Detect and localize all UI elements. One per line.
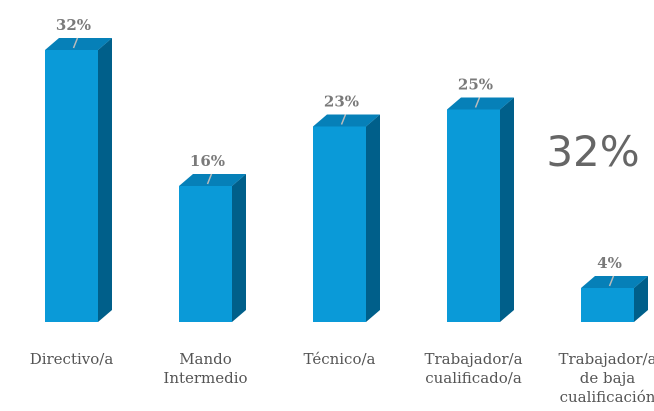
bar-side — [500, 97, 514, 322]
bar — [447, 97, 514, 322]
leader-line — [206, 173, 213, 185]
bar-front — [313, 126, 366, 322]
bar-top — [179, 174, 246, 186]
x-tick-label: Técnico/a — [303, 350, 375, 368]
bar-top — [45, 38, 112, 50]
leader-line — [340, 114, 347, 125]
bar-front — [581, 288, 634, 322]
x-tick-label: Trabajador/a de baja cualificación — [558, 350, 654, 406]
value-label: 16% — [190, 152, 225, 170]
bar-front — [179, 186, 232, 322]
x-tick-label: Trabajador/a cualificado/a — [424, 350, 522, 387]
x-tick-label: Mando Intermedio — [163, 350, 247, 387]
annotation: 32% — [546, 127, 639, 176]
bar-front — [447, 109, 500, 322]
leader-line — [608, 275, 615, 287]
value-label: 4% — [597, 254, 622, 272]
bar-top — [581, 276, 648, 288]
bar-top — [447, 97, 514, 110]
value-label: 32% — [56, 16, 91, 34]
leader-line — [72, 37, 79, 49]
bar-front — [45, 50, 98, 322]
bar-side — [98, 38, 112, 322]
bar-side — [232, 174, 246, 322]
bar-side — [366, 114, 380, 322]
x-tick-label: Directivo/a — [30, 350, 114, 368]
bar-side — [634, 276, 648, 322]
bar-top — [313, 114, 380, 127]
value-label: 23% — [324, 93, 359, 111]
value-label: 25% — [458, 76, 493, 94]
bar — [45, 38, 112, 322]
bar — [179, 174, 246, 322]
leader-line — [474, 97, 481, 108]
bar — [313, 114, 380, 322]
bar — [581, 276, 648, 322]
